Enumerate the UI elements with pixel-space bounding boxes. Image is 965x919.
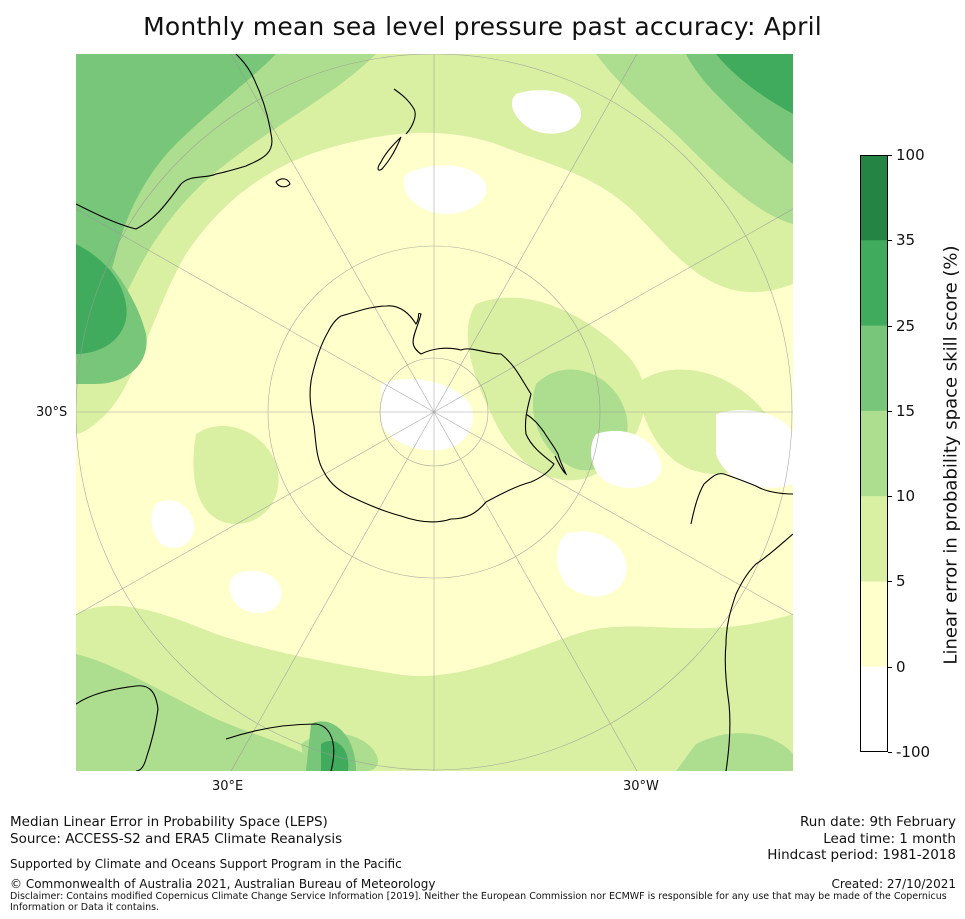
colorbar-tick-mark bbox=[888, 240, 892, 241]
south-america-coast bbox=[690, 473, 793, 771]
colorbar-tick-mark bbox=[888, 667, 892, 668]
colorbar bbox=[860, 155, 888, 752]
colorbar-tick-label: 5 bbox=[896, 572, 906, 590]
australia-coast bbox=[76, 54, 291, 230]
colorbar-bin bbox=[860, 325, 888, 412]
lat-label: 30°S bbox=[36, 405, 68, 420]
graticule bbox=[76, 54, 793, 771]
footer-created: Created: 27/10/2021 bbox=[831, 877, 956, 891]
colorbar-tick-mark bbox=[888, 326, 892, 327]
colorbar-tick-label: 0 bbox=[896, 658, 906, 676]
colorbar-bin bbox=[860, 496, 888, 582]
colorbar-tick-label: 100 bbox=[896, 146, 925, 164]
colorbar-bin bbox=[860, 240, 888, 327]
lon-label-west: 30°W bbox=[623, 779, 659, 794]
footer-copyright: © Commonwealth of Australia 2021, Austra… bbox=[10, 877, 436, 891]
colorbar-tick-label: -100 bbox=[896, 743, 931, 761]
footer-supported: Supported by Climate and Oceans Support … bbox=[10, 857, 402, 871]
colorbar-tick-label: 10 bbox=[896, 487, 916, 505]
chart-title: Monthly mean sea level pressure past acc… bbox=[143, 12, 822, 41]
footer-left-line2: Source: ACCESS-S2 and ERA5 Climate Reana… bbox=[10, 831, 343, 847]
colorbar-tick-mark bbox=[888, 496, 892, 497]
footer-left-line1: Median Linear Error in Probability Space… bbox=[10, 814, 328, 830]
colorbar-bin bbox=[860, 155, 888, 241]
antarctica-coast bbox=[309, 305, 555, 523]
polar-map bbox=[76, 54, 793, 771]
colorbar-bin bbox=[860, 666, 888, 752]
colorbar-bin bbox=[860, 581, 888, 668]
colorbar-tick-label: 15 bbox=[896, 402, 916, 420]
colorbar-tick-mark bbox=[888, 581, 892, 582]
footer-run-date: Run date: 9th February bbox=[799, 814, 956, 830]
colorbar-outline bbox=[860, 155, 888, 752]
footer-disclaimer: Disclaimer: Contains modified Copernicus… bbox=[10, 891, 947, 913]
skill-25-35-region bbox=[76, 54, 793, 771]
colorbar-tick-label: 35 bbox=[896, 231, 916, 249]
footer-hindcast: Hindcast period: 1981-2018 bbox=[767, 847, 956, 863]
colorbar-bin bbox=[860, 410, 888, 497]
coastlines bbox=[76, 54, 793, 771]
lon-label-east: 30°E bbox=[212, 779, 244, 794]
negative-skill-patches bbox=[151, 90, 793, 614]
africa-coast bbox=[76, 685, 335, 771]
colorbar-tick-mark bbox=[888, 155, 892, 156]
new-zealand-coast bbox=[377, 88, 416, 171]
colorbar-tick-label: 25 bbox=[896, 317, 916, 335]
antarctic-peninsula-coast bbox=[525, 413, 568, 476]
colorbar-tick-mark bbox=[888, 752, 892, 753]
colorbar-title: Linear error in probability space skill … bbox=[940, 245, 962, 665]
colorbar-tick-mark bbox=[888, 411, 892, 412]
footer-lead-time: Lead time: 1 month bbox=[823, 831, 956, 847]
